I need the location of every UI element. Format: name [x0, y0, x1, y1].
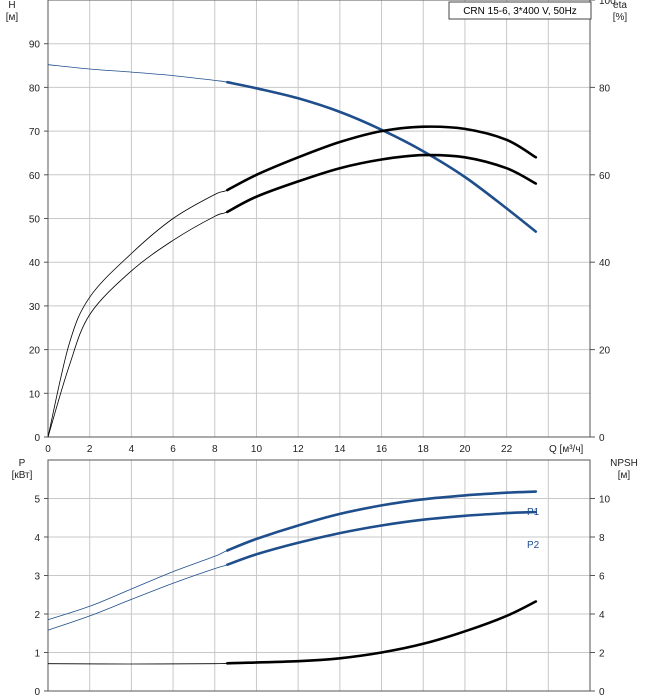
lower-left-axis-title: P	[19, 458, 26, 469]
series-label-p2: P2	[527, 540, 540, 551]
upper-left-tick-label: 70	[29, 127, 41, 138]
upper-series-2-full	[47, 154, 536, 438]
lower-series-1-full	[47, 511, 536, 631]
lower-right-axis-unit: [м]	[618, 470, 631, 481]
lower-left-tick-label: 3	[34, 572, 40, 583]
upper-chart: 0 10 20 30 40 50 60 70 80 90 0 20 40 60 80 100 0 2 4 6 8 10 12…	[6, 0, 628, 455]
lower-left-tick-label: 4	[34, 533, 40, 544]
upper-left-tick-label: 80	[29, 83, 41, 94]
chart-title: CRN 15-6, 3*400 V, 50Hz	[463, 6, 577, 17]
lower-right-tick-label: 0	[599, 687, 605, 698]
lower-chart: 0 1 2 3 4 5 0 2 4 6 8 10 P [кВт] NPSH [м] P1 P2	[12, 458, 638, 698]
upper-right-tick-label: 20	[599, 346, 611, 357]
title-box	[448, 1, 592, 20]
lower-right-tick-label: 8	[599, 533, 605, 544]
upper-x-tick-label: 2	[87, 444, 93, 455]
lower-left-tick-label: 0	[34, 687, 40, 698]
upper-left-tick-label: 0	[34, 433, 40, 444]
lower-left-tick-label: 2	[34, 610, 40, 621]
upper-x-tick-label: 10	[251, 444, 263, 455]
upper-x-tick-label: 22	[501, 444, 513, 455]
upper-series-0-full	[47, 64, 537, 232]
lower-right-tick-label: 10	[599, 495, 611, 506]
upper-series-1-full	[47, 126, 537, 438]
upper-left-tick-label: 20	[29, 346, 41, 357]
upper-x-tick-label: 0	[45, 444, 51, 455]
lower-left-axis-unit: [кВт]	[12, 470, 33, 481]
lower-right-tick-label: 2	[599, 649, 605, 660]
upper-left-tick-label: 40	[29, 258, 41, 269]
upper-right-tick-label: 60	[599, 171, 611, 182]
upper-right-tick-label: 100	[599, 0, 616, 7]
upper-x-tick-label: 20	[459, 444, 471, 455]
upper-right-tick-label: 80	[599, 83, 611, 94]
x-axis-title: Q [м³/ч]	[549, 444, 584, 455]
upper-x-tick-label: 18	[418, 444, 430, 455]
upper-left-tick-label: 60	[29, 171, 41, 182]
upper-series-2-operating	[226, 153, 538, 214]
lower-right-axis-title: NPSH	[610, 458, 638, 469]
upper-x-tick-label: 12	[293, 444, 305, 455]
lower-right-tick-label: 4	[599, 610, 605, 621]
lower-series-0-full	[47, 491, 536, 621]
upper-right-axis-title: eta	[613, 0, 627, 11]
upper-right-axis-unit: [%]	[613, 12, 628, 23]
upper-left-tick-label: 50	[29, 215, 41, 226]
upper-right-tick-label: 40	[599, 258, 611, 269]
upper-left-tick-label: 10	[29, 389, 41, 400]
lower-left-tick-label: 5	[34, 495, 40, 506]
lower-right-tick-label: 6	[599, 572, 605, 583]
upper-x-tick-label: 16	[376, 444, 388, 455]
upper-x-tick-label: 8	[212, 444, 218, 455]
lower-series-0-operating	[226, 490, 538, 552]
series-label-p1: P1	[527, 507, 540, 518]
upper-series-1-operating	[226, 125, 538, 192]
lower-left-tick-label: 1	[34, 649, 40, 660]
upper-left-axis-unit: [м]	[6, 12, 19, 23]
upper-x-tick-label: 6	[170, 444, 176, 455]
upper-x-tick-label: 4	[129, 444, 135, 455]
upper-right-tick-label: 0	[599, 433, 605, 444]
upper-left-axis-title: H	[8, 0, 15, 11]
upper-left-tick-label: 90	[29, 40, 41, 51]
lower-series-1-operating	[226, 510, 538, 566]
upper-left-tick-label: 30	[29, 302, 41, 313]
upper-x-tick-label: 14	[334, 444, 346, 455]
lower-series-2-operating	[226, 600, 538, 665]
